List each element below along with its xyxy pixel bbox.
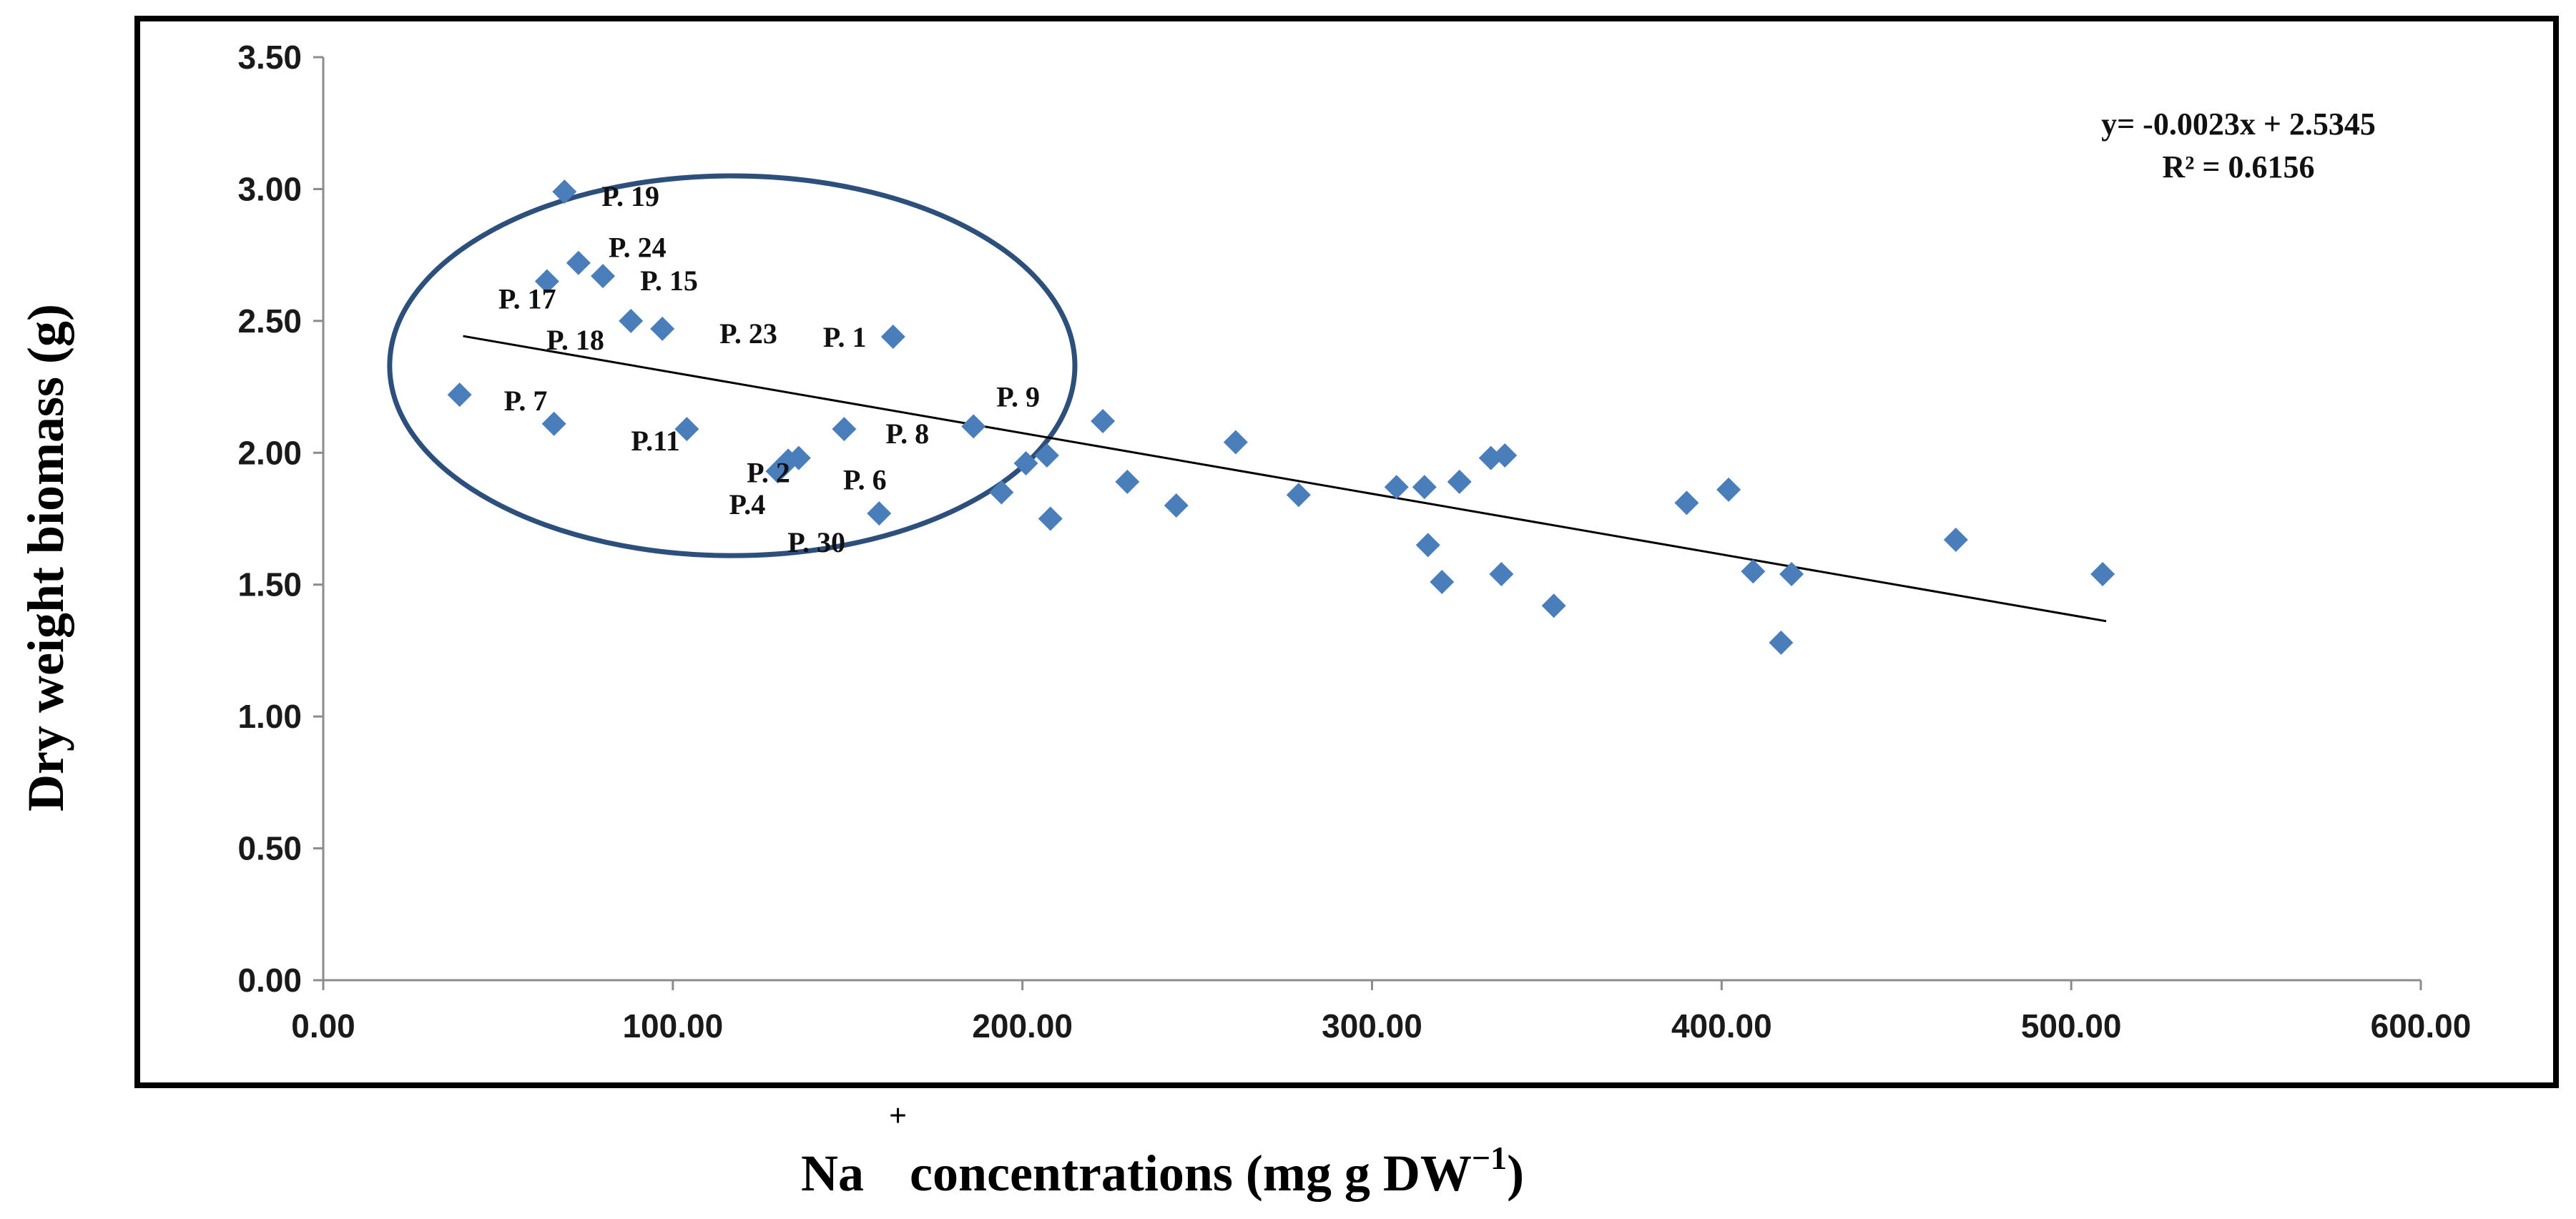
- data-point-label: P. 18: [546, 324, 604, 356]
- y-axis-title: Dry weight biomass (g): [17, 304, 74, 811]
- y-axis-ticks: 0.00 0.50 1.00 1.50 2.00 2.50 3.00 3.50: [237, 39, 323, 999]
- data-point-marker: [1769, 630, 1794, 655]
- data-point-label: P. 7: [504, 385, 548, 417]
- trendline: [463, 335, 2107, 623]
- data-point-marker: [1493, 443, 1518, 468]
- data-point-marker: [591, 264, 616, 289]
- y-tick-label: 1.50: [237, 566, 302, 603]
- data-point-label: P.4: [729, 488, 765, 520]
- data-point-marker: [1489, 561, 1514, 586]
- data-point-label: P. 17: [498, 283, 556, 315]
- data-point-label: P. 19: [601, 180, 659, 212]
- data-point-marker: [786, 445, 811, 470]
- data-point-label: P. 2: [747, 456, 790, 488]
- y-tick-label: 0.00: [237, 962, 302, 999]
- highlight-ellipse: [387, 173, 1078, 558]
- data-point-marker: [832, 417, 857, 442]
- y-tick-label: 2.00: [237, 434, 302, 471]
- data-point-marker: [1779, 561, 1804, 586]
- data-point-marker: [1716, 477, 1741, 502]
- data-point-marker: [1038, 506, 1063, 531]
- x-tick-label: 400.00: [1671, 1007, 1772, 1045]
- x-axis-title-superscript: +: [889, 1098, 907, 1133]
- x-axis-title-unit-superscript: −1: [1472, 1140, 1507, 1176]
- x-tick-label: 600.00: [2371, 1007, 2472, 1045]
- x-axis-title-close: ): [1507, 1145, 1524, 1202]
- data-point-marker: [1034, 443, 1059, 468]
- x-tick-label: 500.00: [2021, 1007, 2122, 1045]
- y-tick-label: 0.50: [237, 830, 302, 867]
- x-axis-ticks: 0.00 100.00 200.00 300.00 400.00 500.00 600.00: [291, 980, 2471, 1045]
- data-point-marker: [1412, 475, 1437, 500]
- x-tick-label: 100.00: [622, 1007, 723, 1045]
- data-point-marker: [1091, 409, 1116, 434]
- data-point-marker: [1115, 469, 1140, 494]
- data-point-marker: [989, 480, 1014, 505]
- data-point-marker: [1286, 483, 1311, 508]
- data-point-label: P. 6: [843, 464, 887, 496]
- data-point-marker: [1541, 593, 1566, 618]
- data-point-marker: [650, 316, 675, 341]
- data-point-marker: [1943, 528, 1968, 553]
- x-axis-title-base: Na: [801, 1145, 864, 1202]
- chart-frame: [134, 16, 2559, 1088]
- data-point-label: P.11: [631, 425, 680, 457]
- data-point-marker: [1674, 490, 1699, 515]
- data-point-label: P. 9: [996, 380, 1040, 413]
- data-point-label: P. 30: [787, 526, 845, 558]
- data-point-marker: [1741, 559, 1766, 584]
- data-point-marker: [1415, 533, 1440, 558]
- data-point-label: P. 8: [885, 418, 929, 450]
- data-point-label: P. 24: [609, 232, 667, 264]
- y-tick-label: 3.00: [237, 170, 302, 207]
- x-tick-label: 300.00: [1322, 1007, 1422, 1045]
- data-point-marker: [2090, 561, 2115, 586]
- data-point-marker: [552, 179, 577, 204]
- data-point-marker: [447, 383, 472, 408]
- r-squared: R² = 0.6156: [2162, 149, 2314, 184]
- data-point-marker: [867, 501, 892, 526]
- data-point-marker: [534, 269, 559, 294]
- data-point-marker: [880, 324, 905, 349]
- y-tick-label: 2.50: [237, 302, 302, 340]
- data-point-marker: [1384, 475, 1409, 500]
- data-point-label: P. 15: [640, 265, 698, 297]
- y-tick-label: 3.50: [237, 39, 302, 76]
- x-axis-title: Na + concentrations (mg g DW−1): [801, 1098, 1524, 1202]
- data-point-marker: [961, 414, 986, 439]
- data-point-marker: [1223, 430, 1248, 455]
- regression-equation: y= -0.0023x + 2.5345: [2101, 107, 2376, 142]
- y-tick-label: 1.00: [237, 698, 302, 735]
- x-axis-title-text: concentrations (mg g DW−1): [910, 1140, 1524, 1202]
- x-tick-label: 0.00: [291, 1007, 355, 1045]
- data-point-marker: [619, 308, 644, 333]
- data-point-marker: [1164, 493, 1189, 518]
- data-point-marker: [541, 411, 566, 436]
- data-point-marker: [1430, 570, 1455, 595]
- data-point-marker: [674, 417, 699, 442]
- data-point-marker: [765, 459, 790, 484]
- x-tick-label: 200.00: [972, 1007, 1073, 1045]
- data-points: [447, 179, 2115, 655]
- data-point-label: P. 1: [823, 321, 867, 353]
- data-point-marker: [1447, 469, 1472, 494]
- data-point-marker: [566, 250, 591, 275]
- x-axis-title-rest: concentrations (mg g DW: [910, 1145, 1472, 1202]
- data-point-marker: [1013, 451, 1038, 476]
- point-labels: P. 19 P. 24 P. 17 P. 15 P. 18 P. 23 P. 1 P. 7 P.…: [498, 180, 1040, 558]
- data-point-label: P. 23: [719, 317, 777, 350]
